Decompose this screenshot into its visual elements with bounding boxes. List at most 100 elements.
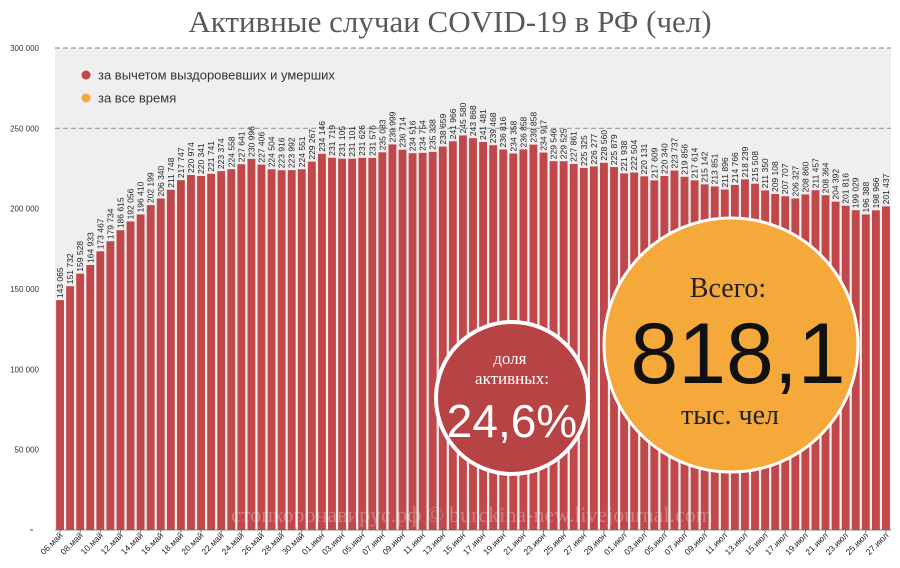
data-label: 227 861 <box>569 131 579 162</box>
data-label: 228 560 <box>599 130 609 161</box>
data-label: 196 410 <box>136 181 146 212</box>
bar <box>338 158 346 531</box>
data-label: 225 325 <box>579 135 589 166</box>
data-label: 211 896 <box>720 157 730 187</box>
bar <box>257 164 266 531</box>
bar <box>408 153 417 531</box>
data-label: 224 558 <box>226 136 236 167</box>
data-label: 206 340 <box>156 165 166 196</box>
data-label: 223 992 <box>287 137 297 168</box>
data-label: 231 719 <box>327 125 337 156</box>
bar <box>126 221 135 530</box>
data-label: 196 388 <box>861 181 871 212</box>
data-label: 229 546 <box>549 128 559 159</box>
data-label: 215 508 <box>750 151 760 182</box>
data-label: 230 996 <box>246 126 256 157</box>
x-axis: 06.май08.май10.май12.май14.май16.май18.м… <box>38 530 890 557</box>
bar <box>106 241 115 531</box>
data-label: 236 816 <box>498 117 508 148</box>
bar <box>348 158 357 530</box>
data-label: 204 392 <box>831 169 841 200</box>
bar <box>146 205 155 530</box>
bar <box>86 265 95 530</box>
bar <box>569 163 578 530</box>
data-label: 208 364 <box>821 162 831 193</box>
data-label: 231 105 <box>337 126 347 157</box>
y-tick-label: 50 000 <box>15 446 40 455</box>
bar <box>368 157 377 530</box>
bar <box>882 206 890 530</box>
data-label: 211 457 <box>810 158 820 188</box>
bar <box>317 153 326 530</box>
data-label: 192 056 <box>126 188 136 219</box>
x-tick-label: 09.июл <box>682 530 709 557</box>
bar <box>579 167 588 530</box>
legend-marker <box>81 93 91 103</box>
legend-label: за вычетом выздоровевших и умерших <box>98 68 335 83</box>
bar <box>861 214 870 530</box>
total-circle <box>602 216 860 474</box>
data-label: 235 338 <box>428 119 438 150</box>
data-label: 226 277 <box>589 133 599 164</box>
bar <box>156 198 165 530</box>
data-label: 211 748 <box>166 157 176 187</box>
total-value: 818,1 <box>630 306 845 402</box>
data-label: 211 350 <box>760 158 770 188</box>
data-label: 217 747 <box>176 147 186 178</box>
bar <box>207 173 216 530</box>
bar <box>136 214 145 530</box>
data-label: 231 576 <box>367 125 377 156</box>
y-tick-label: 200 000 <box>10 205 39 214</box>
data-label: 164 933 <box>85 232 95 263</box>
y-tick-label: 100 000 <box>10 365 39 374</box>
data-label: 229 525 <box>559 128 569 159</box>
total-bubble: Всего: 818,1 тыс. чел <box>602 216 860 474</box>
bar <box>438 146 447 530</box>
data-label: 220 974 <box>186 142 196 173</box>
data-label: 223 374 <box>216 138 226 169</box>
bar <box>166 189 175 530</box>
legend: за вычетом выздоровевших и умерших за все… <box>81 68 335 106</box>
data-label: 234 358 <box>508 120 518 151</box>
data-label: 227 406 <box>256 132 266 163</box>
data-label: 217 614 <box>690 147 700 178</box>
bar <box>227 169 236 530</box>
data-label: 239 858 <box>528 112 538 143</box>
data-label: 213 851 <box>710 153 720 184</box>
data-label: 224 551 <box>297 136 307 167</box>
bar <box>187 174 195 530</box>
data-label: 206 327 <box>790 166 800 197</box>
bar <box>328 157 336 530</box>
bar <box>871 210 880 531</box>
data-label: 243 868 <box>468 105 478 136</box>
bar <box>307 161 316 530</box>
data-label: 231 101 <box>347 126 357 157</box>
data-label: 239 468 <box>488 112 498 143</box>
legend-marker <box>81 70 91 80</box>
data-label: 221 741 <box>206 141 216 172</box>
chart-title: Активные случаи COVID-19 в РФ (чел) <box>188 4 712 39</box>
data-label: 236 714 <box>397 117 407 148</box>
bar <box>267 169 276 530</box>
bar <box>277 170 286 530</box>
data-label: 241 481 <box>478 109 488 140</box>
bar <box>428 151 437 531</box>
data-label: 201 437 <box>881 173 891 204</box>
data-label: 245 580 <box>458 102 468 133</box>
bar <box>297 169 306 531</box>
data-label: 241 966 <box>448 108 458 139</box>
data-label: 186 615 <box>115 197 125 228</box>
data-label: 201 816 <box>841 173 851 204</box>
data-label: 235 083 <box>377 119 387 150</box>
watermark: стопкоронавирус.рф © burckina-new.livejo… <box>231 502 713 527</box>
share-circle <box>434 320 590 476</box>
data-label: 224 504 <box>267 136 277 167</box>
bar <box>448 141 457 531</box>
data-label: 218 239 <box>740 146 750 177</box>
bar <box>197 175 205 530</box>
data-label: 219 856 <box>680 144 690 175</box>
bar <box>358 157 367 530</box>
y-tick-label: 150 000 <box>10 285 39 294</box>
